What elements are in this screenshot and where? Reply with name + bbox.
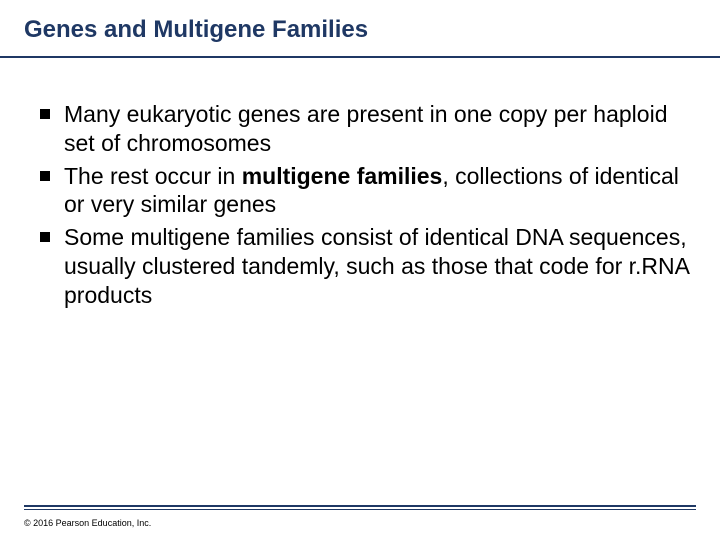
bullet-square-icon xyxy=(40,171,50,181)
title-underline xyxy=(0,56,720,58)
plain-text: Some multigene families consist of ident… xyxy=(64,224,689,308)
bullet-item: The rest occur in multigene families, co… xyxy=(40,162,690,220)
footer-divider xyxy=(24,505,696,510)
bullet-square-icon xyxy=(40,232,50,242)
bullet-item: Some multigene families consist of ident… xyxy=(40,223,690,309)
slide-container: Genes and Multigene Families Many eukary… xyxy=(0,0,720,540)
plain-text: Many eukaryotic genes are present in one… xyxy=(64,101,667,156)
bullet-text: Many eukaryotic genes are present in one… xyxy=(64,100,690,158)
copyright-text: © 2016 Pearson Education, Inc. xyxy=(24,518,151,528)
plain-text: The rest occur in xyxy=(64,163,242,189)
bullet-item: Many eukaryotic genes are present in one… xyxy=(40,100,690,158)
content-area: Many eukaryotic genes are present in one… xyxy=(40,100,690,313)
bold-text: multigene families xyxy=(242,163,443,189)
bullet-text: The rest occur in multigene families, co… xyxy=(64,162,690,220)
bullet-text: Some multigene families consist of ident… xyxy=(64,223,690,309)
slide-title: Genes and Multigene Families xyxy=(24,16,696,52)
bullet-square-icon xyxy=(40,109,50,119)
bullet-list: Many eukaryotic genes are present in one… xyxy=(40,100,690,309)
